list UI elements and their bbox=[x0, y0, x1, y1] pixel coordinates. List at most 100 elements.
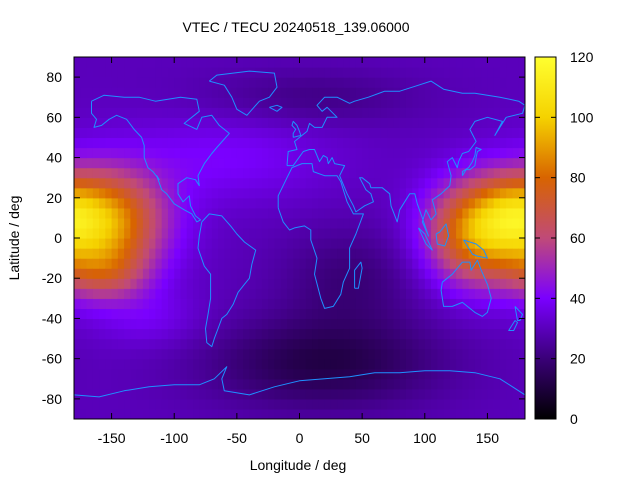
heatmap-cell bbox=[343, 167, 351, 179]
heatmap-cell bbox=[105, 77, 113, 88]
heatmap-cell bbox=[474, 358, 482, 370]
heatmap-cell bbox=[249, 258, 257, 269]
heatmap-cell bbox=[199, 378, 207, 390]
heatmap-cell bbox=[180, 368, 188, 380]
heatmap-cell bbox=[349, 87, 357, 98]
heatmap-cell bbox=[186, 187, 194, 199]
heatmap-cell bbox=[393, 67, 401, 78]
heatmap-cell bbox=[236, 278, 244, 289]
heatmap-cell bbox=[443, 398, 451, 410]
heatmap-cell bbox=[155, 107, 163, 118]
heatmap-cell bbox=[518, 318, 525, 330]
heatmap-cell bbox=[205, 167, 213, 179]
heatmap-cell bbox=[161, 268, 169, 279]
heatmap-cell bbox=[111, 117, 119, 128]
heatmap-cell bbox=[167, 207, 175, 219]
heatmap-cell bbox=[387, 238, 395, 249]
heatmap-cell bbox=[387, 388, 395, 400]
heatmap-cell bbox=[443, 227, 451, 239]
heatmap-cell bbox=[374, 127, 382, 139]
heatmap-cell bbox=[92, 278, 100, 289]
colorbar-tick-label: 0 bbox=[570, 411, 578, 427]
heatmap-cell bbox=[136, 197, 144, 209]
heatmap-cell bbox=[468, 338, 476, 350]
heatmap-cell bbox=[211, 288, 219, 299]
heatmap-cell bbox=[305, 388, 313, 400]
heatmap-cell bbox=[155, 408, 163, 419]
heatmap-cell bbox=[161, 248, 169, 259]
heatmap-cell bbox=[431, 227, 438, 239]
heatmap-cell bbox=[236, 127, 244, 139]
heatmap-cell bbox=[343, 288, 351, 299]
heatmap-cell bbox=[261, 217, 269, 229]
heatmap-cell bbox=[324, 227, 332, 239]
heatmap-cell bbox=[474, 348, 482, 360]
heatmap-cell bbox=[293, 268, 301, 279]
heatmap-cell bbox=[456, 187, 463, 199]
heatmap-cell bbox=[449, 177, 457, 189]
heatmap-cell bbox=[343, 378, 351, 390]
heatmap-cell bbox=[487, 348, 495, 360]
heatmap-cell bbox=[155, 378, 163, 390]
heatmap-cell bbox=[324, 308, 332, 320]
heatmap-cell bbox=[299, 127, 307, 139]
heatmap-cell bbox=[399, 157, 407, 169]
heatmap-cell bbox=[124, 288, 131, 299]
heatmap-cell bbox=[474, 398, 482, 410]
heatmap-cell bbox=[412, 177, 420, 189]
heatmap-cell bbox=[99, 378, 106, 390]
heatmap-cell bbox=[193, 378, 200, 390]
heatmap-cell bbox=[80, 378, 88, 390]
heatmap-cell bbox=[456, 328, 463, 340]
heatmap-cell bbox=[142, 288, 150, 299]
heatmap-cell bbox=[86, 308, 94, 320]
heatmap-cell bbox=[518, 147, 525, 159]
heatmap-cell bbox=[99, 298, 106, 309]
heatmap-cell bbox=[443, 187, 451, 199]
heatmap-cell bbox=[293, 368, 301, 380]
heatmap-cell bbox=[249, 378, 257, 390]
heatmap-cell bbox=[224, 238, 232, 249]
heatmap-cell bbox=[155, 57, 163, 68]
heatmap-cell bbox=[261, 318, 269, 330]
heatmap-cell bbox=[499, 87, 507, 98]
heatmap-cell bbox=[74, 127, 81, 139]
heatmap-cell bbox=[481, 408, 489, 419]
heatmap-cell bbox=[418, 388, 426, 400]
heatmap-cell bbox=[405, 97, 413, 108]
heatmap-cell bbox=[186, 67, 194, 78]
heatmap-cell bbox=[130, 268, 138, 279]
heatmap-cell bbox=[124, 77, 131, 88]
heatmap-cell bbox=[167, 248, 175, 259]
heatmap-cell bbox=[74, 398, 81, 410]
heatmap-cell bbox=[174, 167, 182, 179]
heatmap-cell bbox=[312, 117, 319, 128]
heatmap-cell bbox=[205, 137, 213, 149]
heatmap-cell bbox=[293, 398, 301, 410]
heatmap-cell bbox=[405, 57, 413, 68]
heatmap-cell bbox=[349, 67, 357, 78]
heatmap-cell bbox=[174, 127, 182, 139]
heatmap-cell bbox=[418, 328, 426, 340]
heatmap-cell bbox=[186, 77, 194, 88]
heatmap-cell bbox=[230, 197, 238, 209]
heatmap-cell bbox=[230, 87, 238, 98]
heatmap-cell bbox=[506, 408, 514, 419]
heatmap-cell bbox=[493, 77, 501, 88]
heatmap-cell bbox=[74, 248, 81, 259]
heatmap-cell bbox=[412, 117, 420, 128]
heatmap-cell bbox=[205, 157, 213, 169]
heatmap-cell bbox=[405, 157, 413, 169]
heatmap-cell bbox=[431, 107, 438, 118]
heatmap-cell bbox=[362, 77, 369, 88]
heatmap-cell bbox=[261, 378, 269, 390]
heatmap-cell bbox=[412, 87, 420, 98]
heatmap-cell bbox=[193, 207, 200, 219]
heatmap-cell bbox=[393, 408, 401, 419]
heatmap-cell bbox=[380, 258, 388, 269]
heatmap-cell bbox=[368, 258, 376, 269]
heatmap-cell bbox=[412, 137, 420, 149]
heatmap-cell bbox=[387, 77, 395, 88]
heatmap-cell bbox=[199, 67, 207, 78]
